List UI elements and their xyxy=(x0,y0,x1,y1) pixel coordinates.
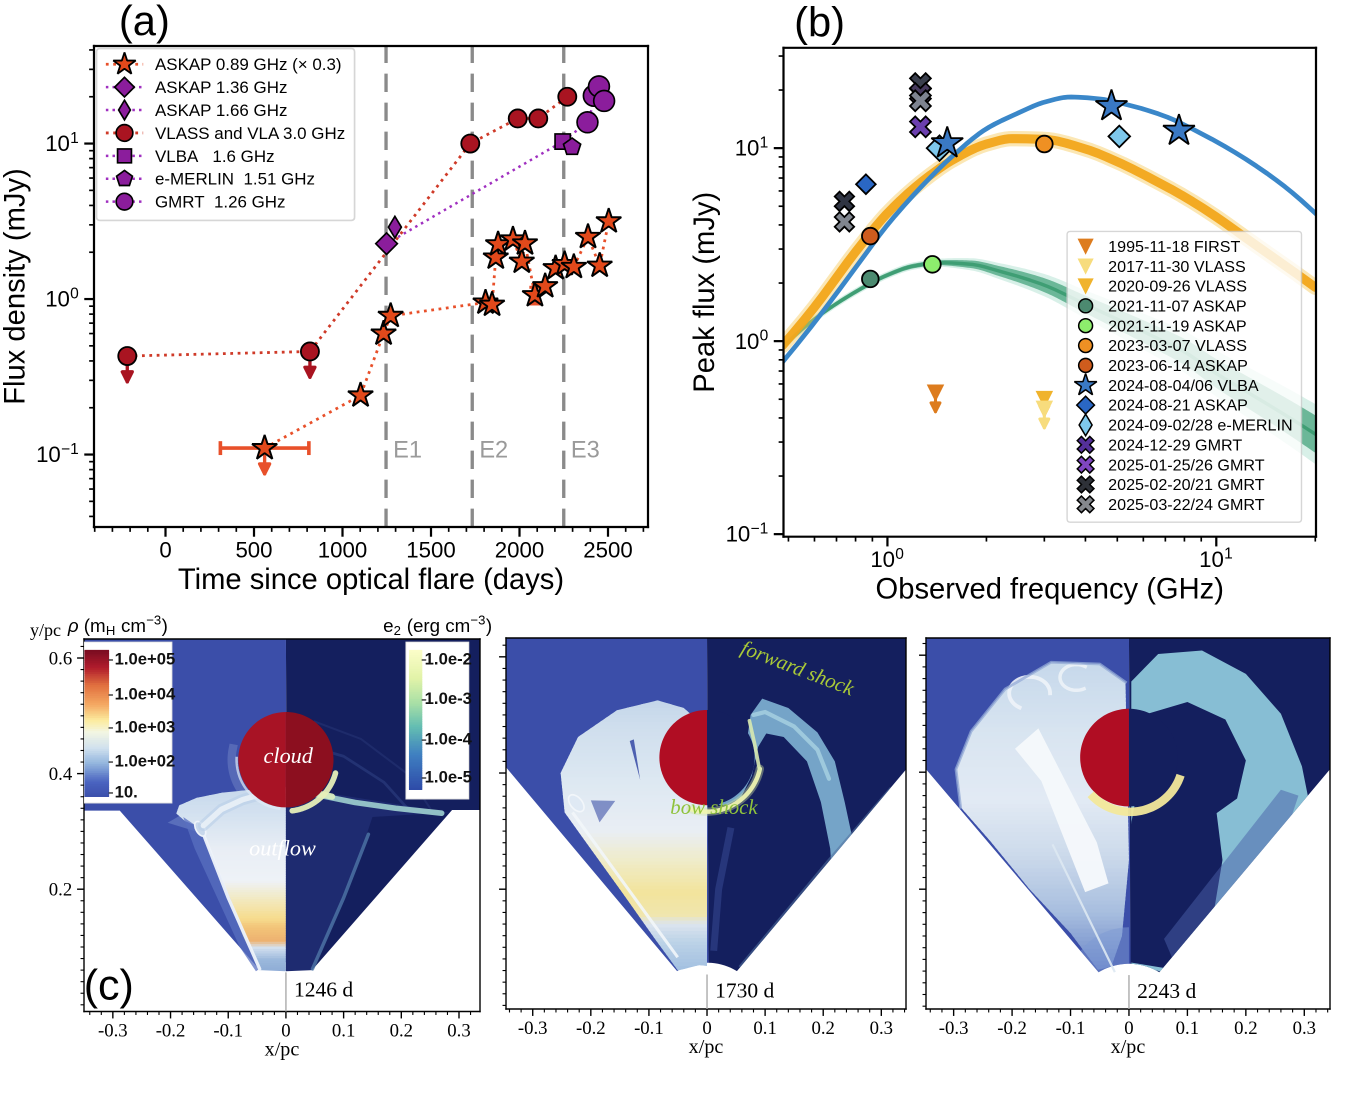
svg-text:x/pc: x/pc xyxy=(265,1039,300,1061)
svg-text:-0.3: -0.3 xyxy=(98,1020,128,1041)
svg-text:E1: E1 xyxy=(393,437,422,463)
svg-text:2023-03-07 VLASS: 2023-03-07 VLASS xyxy=(1108,337,1247,355)
svg-text:2024-09-02/28 e-MERLIN: 2024-09-02/28 e-MERLIN xyxy=(1108,417,1292,435)
svg-text:2025-01-25/26 GMRT: 2025-01-25/26 GMRT xyxy=(1108,456,1265,474)
svg-text:0.2: 0.2 xyxy=(49,880,72,901)
svg-text:1.0e+05: 1.0e+05 xyxy=(115,649,176,668)
svg-text:bow shock: bow shock xyxy=(670,795,758,819)
svg-text:1 0 0: 1 0 0 xyxy=(45,286,79,312)
svg-text:0.3: 0.3 xyxy=(447,1020,470,1041)
svg-text:2000: 2000 xyxy=(495,538,544,563)
svg-text:2017-11-30 VLASS: 2017-11-30 VLASS xyxy=(1108,258,1246,276)
svg-text:(a): (a) xyxy=(119,0,170,44)
svg-text:0.2: 0.2 xyxy=(811,1018,834,1039)
svg-text:Time since optical flare (days: Time since optical flare (days) xyxy=(178,564,564,596)
svg-text:1.0e+04: 1.0e+04 xyxy=(115,684,176,703)
svg-text:ASKAP 1.36 GHz: ASKAP 1.36 GHz xyxy=(155,78,287,97)
svg-text:E2: E2 xyxy=(479,437,508,463)
svg-text:0.2: 0.2 xyxy=(390,1020,413,1041)
svg-text:1.0e+03: 1.0e+03 xyxy=(115,717,176,736)
svg-text:-0.2: -0.2 xyxy=(156,1020,186,1041)
svg-text:2025-02-20/21 GMRT: 2025-02-20/21 GMRT xyxy=(1108,476,1265,494)
svg-text:1995-11-18 FIRST: 1995-11-18 FIRST xyxy=(1108,238,1240,256)
svg-text:1000: 1000 xyxy=(318,538,367,563)
svg-text:ASKAP 1.66 GHz: ASKAP 1.66 GHz xyxy=(155,101,287,120)
svg-text:Peak flux (mJy): Peak flux (mJy) xyxy=(689,192,721,393)
svg-text:ρ ( m: ρ ( m c m ) H − 3 xyxy=(67,605,174,640)
svg-text:0.6: 0.6 xyxy=(49,649,72,670)
svg-text:0.3: 0.3 xyxy=(870,1018,893,1039)
svg-text:1 0 1: 1 0 1 xyxy=(1199,546,1233,572)
svg-text:2020-09-26 VLASS: 2020-09-26 VLASS xyxy=(1108,278,1247,296)
svg-text:-0.1: -0.1 xyxy=(634,1018,664,1039)
svg-text:E3: E3 xyxy=(571,437,600,463)
svg-text:1 0 −: 1 0 − 1 xyxy=(36,434,79,467)
svg-text:-0.3: -0.3 xyxy=(939,1018,969,1039)
svg-text:10.: 10. xyxy=(115,782,138,801)
svg-text:-0.3: -0.3 xyxy=(518,1018,548,1039)
svg-text:1.0e-5: 1.0e-5 xyxy=(425,767,472,786)
svg-text:VLASS and VLA 3.0 GHz: VLASS and VLA 3.0 GHz xyxy=(155,124,345,143)
svg-text:1730 d: 1730 d xyxy=(715,978,774,1002)
svg-text:1 0 1: 1 0 1 xyxy=(735,134,769,160)
svg-text:1246 d: 1246 d xyxy=(294,978,353,1002)
svg-text:VLBA 1.6 GHz: VLBA 1.6 GHz xyxy=(155,147,275,166)
svg-text:outflow: outflow xyxy=(249,835,316,860)
svg-text:Observed frequency (GHz): Observed frequency (GHz) xyxy=(876,574,1224,606)
svg-text:GMRT 1.26 GHz: GMRT 1.26 GHz xyxy=(155,193,286,212)
svg-text:1500: 1500 xyxy=(406,538,455,563)
svg-text:2025-03-22/24 GMRT: 2025-03-22/24 GMRT xyxy=(1108,496,1265,514)
svg-text:2021-11-07 ASKAP: 2021-11-07 ASKAP xyxy=(1108,297,1247,315)
svg-text:e ( e: e ( e r g c m ) 2 − 3 xyxy=(383,605,498,640)
svg-text:0.1: 0.1 xyxy=(1176,1018,1199,1039)
svg-text:(c): (c) xyxy=(84,962,134,1010)
svg-text:0: 0 xyxy=(1124,1018,1133,1039)
svg-text:1 0 0: 1 0 0 xyxy=(735,328,769,354)
svg-text:0.1: 0.1 xyxy=(753,1018,776,1039)
svg-text:x/pc: x/pc xyxy=(689,1036,724,1058)
svg-text:1 0 0: 1 0 0 xyxy=(870,546,904,572)
svg-text:1 0 1: 1 0 1 xyxy=(45,130,79,156)
svg-text:(b): (b) xyxy=(794,0,845,46)
svg-text:1.0e-2: 1.0e-2 xyxy=(425,649,472,668)
svg-text:2021-11-19 ASKAP: 2021-11-19 ASKAP xyxy=(1108,317,1247,335)
svg-text:1.0e-3: 1.0e-3 xyxy=(425,689,472,708)
svg-text:0.4: 0.4 xyxy=(49,764,73,785)
svg-text:2024-12-29 GMRT: 2024-12-29 GMRT xyxy=(1108,436,1242,454)
svg-text:0.2: 0.2 xyxy=(1234,1018,1257,1039)
svg-text:1.0e-4: 1.0e-4 xyxy=(425,729,473,748)
svg-text:0: 0 xyxy=(702,1018,711,1039)
svg-text:0: 0 xyxy=(159,538,171,563)
svg-text:-0.1: -0.1 xyxy=(213,1020,243,1041)
svg-text:2024-08-21 ASKAP: 2024-08-21 ASKAP xyxy=(1108,397,1248,415)
svg-text:e-MERLIN 1.51 GHz: e-MERLIN 1.51 GHz xyxy=(155,170,315,189)
svg-text:ASKAP 0.89 GHz (× 0.3): ASKAP 0.89 GHz (× 0.3) xyxy=(155,55,342,74)
svg-text:0: 0 xyxy=(281,1020,290,1041)
svg-text:1.0e+02: 1.0e+02 xyxy=(115,751,176,770)
svg-text:x/pc: x/pc xyxy=(1111,1036,1146,1058)
svg-text:-0.2: -0.2 xyxy=(997,1018,1027,1039)
svg-text:500: 500 xyxy=(235,538,272,563)
svg-text:2243 d: 2243 d xyxy=(1137,979,1196,1003)
svg-text:0.3: 0.3 xyxy=(1293,1018,1316,1039)
svg-text:cloud: cloud xyxy=(264,743,314,768)
svg-text:1 0 −: 1 0 − 1 xyxy=(726,513,769,546)
svg-text:2500: 2500 xyxy=(583,538,632,563)
svg-text:2024-08-04/06 VLBA: 2024-08-04/06 VLBA xyxy=(1108,377,1259,395)
svg-text:2023-06-14 ASKAP: 2023-06-14 ASKAP xyxy=(1108,357,1248,375)
svg-text:-0.1: -0.1 xyxy=(1056,1018,1086,1039)
svg-text:y/pc: y/pc xyxy=(30,620,61,640)
svg-text:Flux density (mJy): Flux density (mJy) xyxy=(0,168,31,405)
svg-text:0.1: 0.1 xyxy=(332,1020,355,1041)
svg-text:-0.2: -0.2 xyxy=(576,1018,606,1039)
